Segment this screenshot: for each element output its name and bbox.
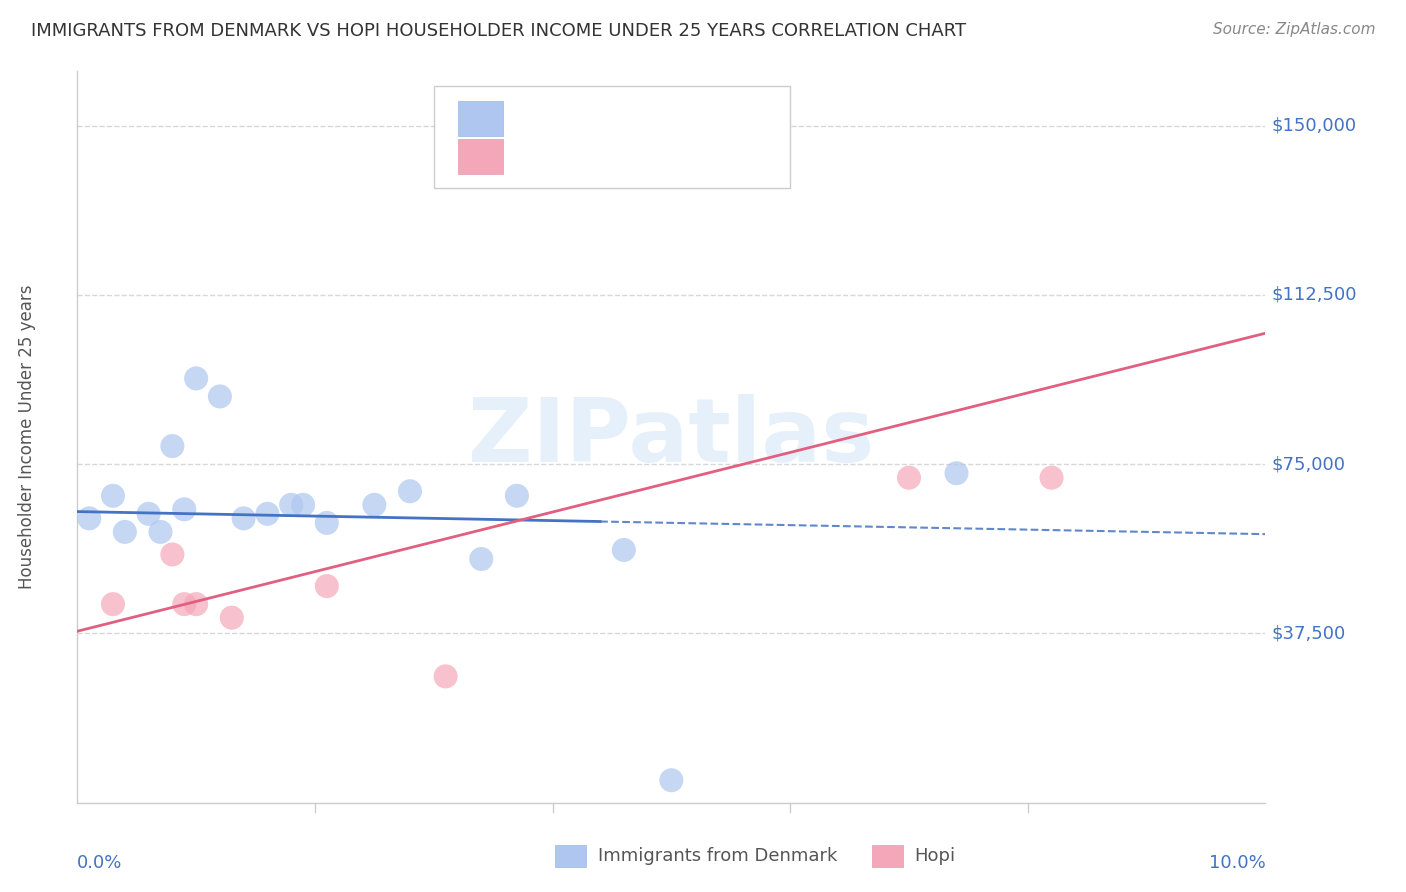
Text: Source: ZipAtlas.com: Source: ZipAtlas.com	[1212, 22, 1375, 37]
Text: $150,000: $150,000	[1271, 117, 1357, 135]
Point	[280, 498, 302, 512]
Point	[173, 502, 195, 516]
Text: 10.0%: 10.0%	[1209, 854, 1265, 872]
Point	[315, 579, 337, 593]
Point	[315, 516, 337, 530]
Point	[138, 507, 160, 521]
Point	[1040, 471, 1063, 485]
Text: 0.484: 0.484	[568, 147, 626, 165]
Point	[77, 511, 100, 525]
Point	[186, 597, 208, 611]
Point	[945, 466, 967, 480]
Point	[232, 511, 254, 525]
Text: ZIPatlas: ZIPatlas	[468, 393, 875, 481]
Point	[186, 371, 208, 385]
Point	[162, 548, 184, 562]
Point	[661, 773, 683, 788]
Text: R =: R =	[517, 109, 555, 128]
Point	[434, 669, 457, 683]
Text: Householder Income Under 25 years: Householder Income Under 25 years	[18, 285, 37, 590]
Text: -0.041: -0.041	[568, 109, 633, 128]
Text: N =: N =	[654, 147, 711, 165]
Text: Hopi: Hopi	[914, 847, 955, 865]
Text: $112,500: $112,500	[1271, 285, 1357, 304]
FancyBboxPatch shape	[434, 86, 790, 188]
Text: Immigrants from Denmark: Immigrants from Denmark	[598, 847, 837, 865]
Text: IMMIGRANTS FROM DENMARK VS HOPI HOUSEHOLDER INCOME UNDER 25 YEARS CORRELATION CH: IMMIGRANTS FROM DENMARK VS HOPI HOUSEHOL…	[31, 22, 966, 40]
Text: 0.0%: 0.0%	[77, 854, 122, 872]
Text: 21: 21	[728, 109, 754, 128]
Point	[101, 489, 124, 503]
Point	[363, 498, 385, 512]
Point	[613, 543, 636, 558]
Point	[114, 524, 136, 539]
Text: $75,000: $75,000	[1271, 455, 1346, 473]
Point	[898, 471, 921, 485]
Point	[149, 524, 172, 539]
Point	[470, 552, 492, 566]
Point	[506, 489, 529, 503]
Text: N =: N =	[654, 109, 711, 128]
Point	[256, 507, 278, 521]
Text: 9: 9	[728, 147, 747, 165]
Point	[399, 484, 422, 499]
Point	[162, 439, 184, 453]
Text: R =: R =	[517, 147, 555, 165]
Point	[292, 498, 315, 512]
Text: $37,500: $37,500	[1271, 624, 1346, 642]
Point	[173, 597, 195, 611]
Point	[221, 610, 243, 624]
Point	[101, 597, 124, 611]
FancyBboxPatch shape	[457, 138, 503, 174]
FancyBboxPatch shape	[457, 101, 503, 136]
Point	[208, 389, 231, 403]
